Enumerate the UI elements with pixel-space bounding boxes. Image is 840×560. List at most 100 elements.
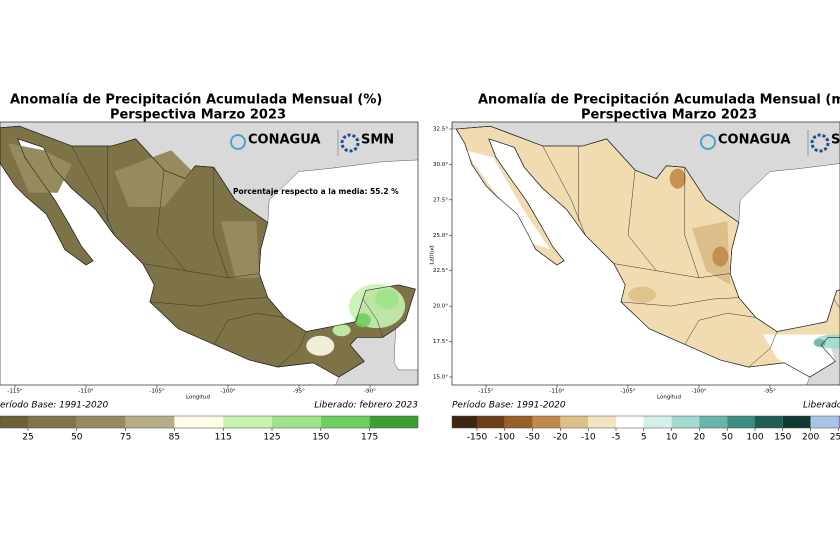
x-axis-label: Longitud <box>657 395 681 401</box>
x-tick-label: -115° <box>7 389 22 395</box>
coast <box>455 125 840 378</box>
state-border <box>684 167 700 278</box>
logo: CONAGUA <box>248 133 320 148</box>
colorbar-label: 50 <box>71 433 83 443</box>
anomaly-patch <box>375 289 400 310</box>
map-title: Anomalía de Precipitación Acumulada Mens… <box>478 93 840 108</box>
state-border <box>748 331 778 368</box>
colorbar-swatch <box>452 416 477 428</box>
logo: SMN <box>361 133 394 148</box>
colorbar-label: 200 <box>802 433 819 443</box>
colorbar-swatch <box>727 416 755 428</box>
footer: Liberado: f <box>803 401 840 411</box>
colorbar-label: 10 <box>666 433 678 443</box>
anomaly-patch <box>332 324 351 337</box>
colorbar-frame <box>0 415 419 429</box>
colorbar-swatch <box>532 416 561 428</box>
anomaly-patch <box>354 313 371 328</box>
colorbar-label: -20 <box>553 433 568 443</box>
colorbar-label: 125 <box>263 433 280 443</box>
anomaly-patch <box>306 335 335 356</box>
colorbar-label: -10 <box>581 433 596 443</box>
colorbar-label: 175 <box>361 433 378 443</box>
colorbar-label: -50 <box>525 433 540 443</box>
logo-icon <box>810 133 830 153</box>
colorbar-swatch <box>782 416 811 428</box>
anomaly-patch <box>712 246 729 267</box>
logo: SMN <box>831 133 840 148</box>
y-tick-label: 17.5° <box>433 339 448 345</box>
colorbar-label: 150 <box>774 433 791 443</box>
logo: CONAGUA <box>718 133 790 148</box>
footer: Período Base: 1991-2020 <box>452 401 566 411</box>
x-tick-label: -90° <box>364 389 376 395</box>
y-tick-label: 32.5° <box>433 127 448 133</box>
state-border <box>156 170 186 271</box>
colorbar-swatch <box>588 416 616 428</box>
logo-icon <box>340 133 360 153</box>
colorbar-swatch <box>223 416 272 428</box>
y-tick-label: 27.5° <box>433 197 448 203</box>
colorbar-frame <box>451 415 840 429</box>
x-tick-label: -95° <box>764 389 776 395</box>
colorbar-label: 20 <box>694 433 706 443</box>
state-border <box>627 170 657 271</box>
anomaly-patch <box>220 221 260 278</box>
panel-right: Anomalía de Precipitación Acumulada Mens… <box>430 93 840 443</box>
y-tick-label: 20.0° <box>433 304 448 310</box>
colorbar-label: 50 <box>721 433 733 443</box>
colorbar-swatch <box>125 416 175 428</box>
annotation: Porcentaje respecto a la media: 55.2 % <box>233 187 399 196</box>
anomaly-patch <box>114 150 193 207</box>
colorbar-label: -100 <box>495 433 516 443</box>
colorbar-label: 75 <box>120 433 131 443</box>
state-border <box>542 145 586 236</box>
state-border <box>142 263 260 279</box>
x-tick-label: -105° <box>620 389 635 395</box>
x-tick-label: -115° <box>478 389 493 395</box>
colorbar-label: 150 <box>312 433 329 443</box>
state-border <box>684 312 756 345</box>
colorbar-swatch <box>369 416 418 428</box>
colorbar-label: 85 <box>169 433 180 443</box>
map-title: Perspectiva Marzo 2023 <box>581 108 757 123</box>
state-border <box>620 297 739 307</box>
map-frame <box>0 121 419 386</box>
footer: Liberado: febrero 2023 <box>314 401 418 411</box>
colorbar-swatch <box>838 416 840 428</box>
anomaly-patch <box>669 168 686 189</box>
colorbar-swatch <box>699 416 728 428</box>
state-border <box>149 297 268 307</box>
y-tick-label: 22.5° <box>433 268 448 274</box>
anomaly-patch <box>7 143 72 193</box>
anomaly-patch <box>813 338 826 347</box>
colorbar-swatch <box>477 416 505 428</box>
y-tick-label: 30.0° <box>433 162 448 168</box>
anomaly-patch <box>691 221 731 285</box>
colorbar-swatch <box>0 416 28 428</box>
state-border <box>277 331 307 368</box>
state-border <box>833 298 840 309</box>
y-tick-label: 15.0° <box>433 374 448 380</box>
x-tick-label: -100° <box>691 389 706 395</box>
colorbar-swatch <box>560 416 589 428</box>
state-border <box>362 298 384 338</box>
colorbar-label: 115 <box>215 433 232 443</box>
colorbar-swatch <box>616 416 644 428</box>
colorbar-swatch <box>643 416 672 428</box>
coast <box>0 125 416 378</box>
colorbar-swatch <box>671 416 700 428</box>
panel-left: Anomalía de Precipitación Acumulada Mens… <box>0 93 419 443</box>
x-tick-label: -105° <box>149 389 164 395</box>
state-border <box>213 167 229 278</box>
colorbar-label: -5 <box>612 433 621 443</box>
colorbar-swatch <box>755 416 783 428</box>
y-axis-label: Latitud <box>430 245 436 264</box>
logo-icon <box>230 134 246 150</box>
colorbar-label: 25 <box>22 433 33 443</box>
colorbar-swatch <box>320 416 370 428</box>
x-axis-label: Longitud <box>186 395 210 401</box>
y-tick-label: 25.0° <box>433 233 448 239</box>
colorbar-swatch <box>174 416 224 428</box>
colorbar-swatch <box>272 416 321 428</box>
